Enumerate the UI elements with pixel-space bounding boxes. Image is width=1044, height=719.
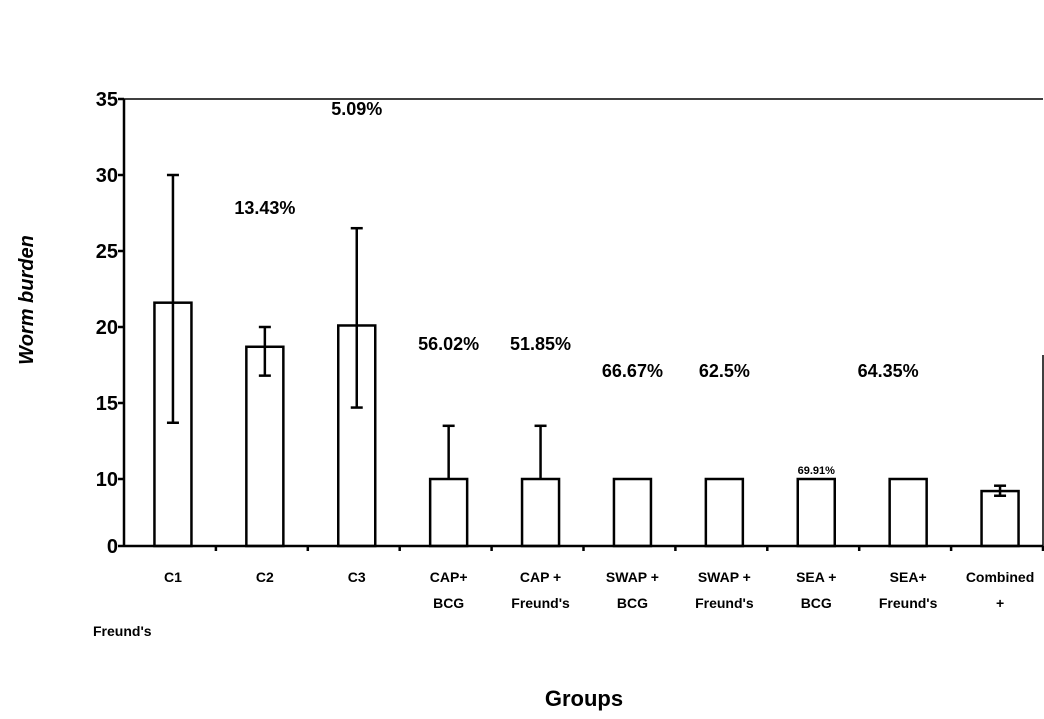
x-tick-label: +: [996, 595, 1004, 611]
y-tick-label: 10: [96, 469, 118, 491]
x-tick-label: BCG: [433, 595, 464, 611]
x-tick-label: Freund's: [695, 595, 754, 611]
y-tick-label: 35: [96, 89, 118, 111]
y-tick-label: 25: [96, 241, 118, 263]
x-tick-label: CAP+: [430, 569, 468, 585]
x-tick-label: C2: [256, 569, 274, 585]
bar: [796, 477, 836, 548]
y-tick-label: 20: [96, 317, 118, 339]
percent-label: 66.67%: [602, 361, 663, 381]
x-tick-label: C1: [164, 569, 182, 585]
x-tick-label: CAP +: [520, 569, 561, 585]
percent-label: 62.5%: [699, 361, 750, 381]
x-axis-title: Groups: [545, 686, 623, 711]
y-axis-title: Worm burden: [16, 235, 38, 365]
bar: [980, 489, 1020, 548]
x-tick-label: SEA +: [796, 569, 836, 585]
x-tick-label: SWAP +: [698, 569, 751, 585]
x-tick-label: BCG: [617, 595, 648, 611]
percent-label: 64.35%: [858, 361, 919, 381]
y-tick-label: 0: [107, 536, 118, 558]
x-tick-label: SWAP +: [606, 569, 659, 585]
bar: [428, 477, 469, 548]
x-tick-label: Freund's: [511, 595, 570, 611]
x-tick-label: Combined: [966, 569, 1034, 585]
bar: [704, 477, 745, 548]
y-tick-label: 30: [96, 165, 118, 187]
percent-label: 69.91%: [798, 465, 836, 477]
x-tick-label: Freund's: [879, 595, 938, 611]
bar: [612, 477, 653, 548]
extra-label-freunds: Freund's: [93, 623, 152, 639]
x-tick-label: C3: [348, 569, 366, 585]
x-tick-label: BCG: [801, 595, 832, 611]
percent-label: 13.43%: [234, 198, 295, 218]
x-tick-label: SEA+: [890, 569, 927, 585]
percent-label: 51.85%: [510, 334, 571, 354]
bar: [520, 477, 561, 548]
percent-label: 5.09%: [331, 99, 382, 119]
percent-label: 56.02%: [418, 334, 479, 354]
bar: [888, 477, 928, 548]
y-tick-label: 15: [96, 393, 118, 415]
